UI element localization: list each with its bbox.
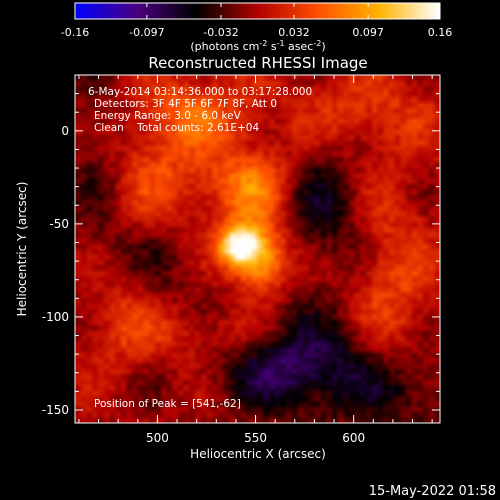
y-tick-label: -150 xyxy=(42,403,69,417)
colorbar-tick-label: -0.16 xyxy=(61,26,89,39)
unit-sup2: -1 xyxy=(277,39,285,48)
annotation-energy-range: Energy Range: 3.0 - 6.0 keV xyxy=(94,110,242,122)
y-axis-label: Heliocentric Y (arcsec) xyxy=(15,182,29,317)
colorbar-tick-label: -0.032 xyxy=(203,26,238,39)
x-tick-label: 550 xyxy=(244,431,267,445)
annotation-peak-position: Position of Peak = [541,-62] xyxy=(94,398,241,410)
unit-part1: (photons cm xyxy=(190,40,259,53)
unit-close: ) xyxy=(321,40,325,53)
colorbar-tick-label: 0.032 xyxy=(278,26,310,39)
unit-sup1: -2 xyxy=(259,39,267,48)
x-axis-label: Heliocentric X (arcsec) xyxy=(190,447,326,461)
x-tick-label: 600 xyxy=(342,431,365,445)
x-tick-label: 500 xyxy=(146,431,169,445)
colorbar: -0.16 -0.097 -0.032 0.032 0.097 0.16 (photons… xyxy=(61,2,453,53)
colorbar-gradient xyxy=(75,3,440,19)
colorbar-frame xyxy=(74,2,441,20)
colorbar-tick-label: 0.16 xyxy=(428,26,453,39)
annotation-detectors: Detectors: 3F 4F 5F 6F 7F 8F, Att 0 xyxy=(94,98,277,110)
unit-sup3: -2 xyxy=(313,39,321,48)
colorbar-tick-label: -0.097 xyxy=(129,26,164,39)
annotations: 6-May-2014 03:14:36.000 to 03:17:28.000 … xyxy=(88,86,312,410)
plot-frame xyxy=(74,74,441,424)
annotation-clean-counts: Clean Total counts: 2.61E+04 xyxy=(94,122,259,134)
annotation-time-range: 6-May-2014 03:14:36.000 to 03:17:28.000 xyxy=(88,86,312,98)
colorbar-unit-label: (photons cm-2 s-1 asec-2) xyxy=(190,39,325,53)
y-tick-label: -50 xyxy=(49,217,69,231)
colorbar-tick-label: 0.097 xyxy=(352,26,384,39)
y-tick-label: 0 xyxy=(61,124,69,138)
y-tick-label: -100 xyxy=(42,310,69,324)
footer-timestamp: 15-May-2022 01:58 xyxy=(369,484,496,499)
axis-ticks: 500 550 600 0 -50 -100 -150 xyxy=(42,74,440,445)
unit-part2: s xyxy=(267,40,276,53)
chart-title: Reconstructed RHESSI Image xyxy=(148,54,367,72)
unit-part3: asec xyxy=(285,40,314,53)
heatmap-image xyxy=(75,75,440,423)
